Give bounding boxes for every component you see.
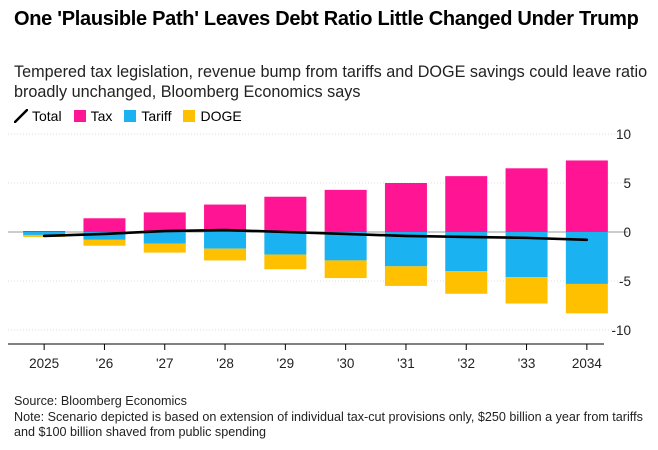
legend-label-tax: Tax [90, 108, 113, 124]
bar-tax-7 [445, 176, 488, 232]
y-tick-label: -5 [619, 274, 631, 289]
x-tick-label: '27 [156, 356, 174, 371]
x-tick-label: 2034 [572, 356, 603, 371]
bar-tax-8 [505, 168, 548, 232]
bar-tariff-2 [143, 232, 186, 244]
x-tick-label: '29 [277, 356, 295, 371]
bar-tariff-7 [445, 232, 488, 272]
bar-doge-9 [565, 283, 608, 314]
chart-subtitle: Tempered tax legislation, revenue bump f… [14, 63, 648, 101]
x-tick-label: '28 [216, 356, 234, 371]
bar-tax-9 [565, 160, 608, 232]
bar-doge-8 [505, 277, 548, 304]
bar-tax-3 [204, 204, 247, 232]
x-tick-label: 2025 [29, 356, 59, 371]
bar-tariff-1 [83, 232, 126, 240]
y-tick-label: 5 [623, 176, 631, 191]
legend-swatch-tariff [124, 110, 137, 122]
stacked-bar-chart: 10 5 0 -5 -10 2025 '26 '27 '28 '29 '30 '31 '32 '33 203… [8, 127, 631, 371]
bar-tariff-5 [324, 232, 367, 261]
bar-tax-0 [23, 231, 66, 232]
legend-label-tariff: Tariff [141, 108, 172, 124]
chart-title: One 'Plausible Path' Leaves Debt Ratio L… [14, 8, 639, 30]
x-tick-label: '30 [337, 356, 355, 371]
bar-doge-3 [204, 248, 247, 261]
x-tick-label: '32 [457, 356, 475, 371]
bar-tariff-3 [204, 232, 247, 249]
legend-item-total: Total [14, 108, 62, 124]
x-tick-label: '33 [518, 356, 536, 371]
y-tick-label: -10 [611, 323, 631, 338]
bar-doge-5 [324, 260, 367, 279]
scenario-note: Note: Scenario depicted is based on exte… [14, 409, 643, 440]
bar-tariff-4 [264, 232, 307, 255]
bar-doge-6 [384, 266, 427, 286]
x-tick-label: '26 [96, 356, 114, 371]
legend-swatch-doge [183, 110, 196, 122]
total-line [42, 228, 589, 242]
bar-tax-4 [264, 196, 307, 232]
bar-tax-5 [324, 189, 367, 232]
legend-item-doge: DOGE [183, 108, 242, 124]
chart-legend: Total Tax Tariff DOGE [14, 108, 254, 124]
bar-doge-1 [83, 239, 126, 246]
legend-line-icon [14, 109, 28, 123]
x-tick-label: '31 [397, 356, 415, 371]
bar-tariff-6 [384, 232, 427, 267]
bar-tariff-0 [23, 232, 66, 235]
legend-item-tariff: Tariff [124, 108, 171, 124]
legend-swatch-tax [73, 110, 86, 122]
source-note: Source: Bloomberg Economics [14, 394, 187, 408]
legend-item-tax: Tax [73, 108, 113, 124]
legend-label-doge: DOGE [200, 108, 242, 124]
bar-tax-6 [384, 183, 427, 232]
y-tick-label: 0 [623, 225, 631, 240]
bar-doge-2 [143, 243, 186, 253]
bar-tax-1 [83, 218, 126, 232]
bar-tax-2 [143, 212, 186, 232]
chart-footer: Source: Bloomberg Economics Note: Scenar… [14, 394, 644, 441]
y-tick-label: 10 [616, 127, 631, 142]
bar-doge-4 [264, 254, 307, 270]
bar-doge-7 [445, 271, 488, 294]
legend-label-total: Total [32, 108, 62, 124]
